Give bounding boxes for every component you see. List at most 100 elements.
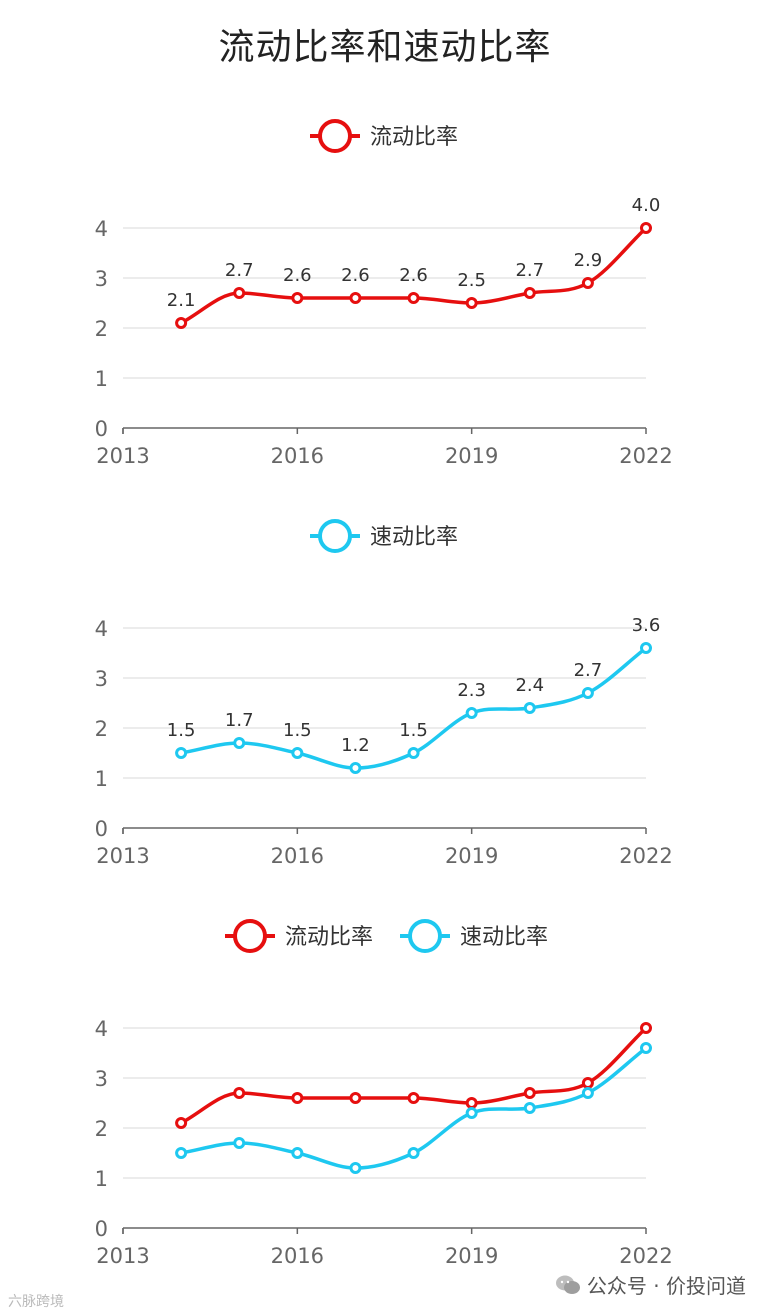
data-point[interactable]	[465, 297, 478, 309]
data-label: 2.7	[574, 660, 603, 681]
x-tick-label: 2016	[271, 1244, 324, 1268]
y-tick-label: 0	[95, 1217, 108, 1241]
data-point[interactable]	[175, 747, 188, 759]
data-point[interactable]	[523, 287, 536, 299]
y-tick-label: 3	[95, 1067, 108, 1091]
data-point[interactable]	[349, 762, 362, 774]
data-label: 1.2	[341, 735, 370, 756]
legend-item-1[interactable]: 速动比率	[400, 919, 548, 953]
data-point[interactable]	[581, 1087, 594, 1099]
y-tick-label: 1	[95, 767, 108, 791]
data-point[interactable]	[640, 642, 652, 654]
data-point[interactable]	[523, 702, 536, 714]
data-point[interactable]	[349, 1092, 362, 1104]
legend-label: 流动比率	[285, 925, 373, 950]
data-point[interactable]	[233, 737, 246, 749]
y-tick-label: 3	[95, 667, 108, 691]
chart-quick-ratio: 速动比率 0 1 2 3 4 2013 2016 2019 2022 1.5 1.7 1.5 1.2 1.5…	[95, 519, 673, 868]
data-point[interactable]	[581, 687, 594, 699]
data-point[interactable]	[407, 747, 420, 759]
data-point[interactable]	[175, 1117, 188, 1129]
y-tick-label: 3	[95, 267, 108, 291]
legend-label: 速动比率	[370, 525, 458, 550]
data-label: 2.6	[399, 265, 428, 286]
data-point[interactable]	[465, 1097, 478, 1109]
legend-marker	[233, 919, 267, 953]
y-tick-label: 2	[95, 717, 108, 741]
x-tick-label: 2019	[445, 444, 498, 468]
data-label: 2.6	[283, 265, 312, 286]
legend-marker	[318, 119, 352, 153]
data-label: 1.5	[167, 720, 196, 741]
x-tick-label: 2016	[271, 444, 324, 468]
y-tick-label: 0	[95, 817, 108, 841]
watermark-text: 公众号 · 价投问道	[586, 1274, 746, 1298]
data-point[interactable]	[581, 1077, 594, 1089]
y-tick-label: 4	[95, 217, 108, 241]
data-point[interactable]	[175, 1147, 188, 1159]
data-label: 2.9	[574, 250, 603, 271]
x-tick-label: 2013	[96, 844, 149, 868]
legend-marker	[408, 919, 442, 953]
data-point[interactable]	[581, 277, 594, 289]
data-label: 2.7	[515, 260, 544, 281]
data-point[interactable]	[523, 1102, 536, 1114]
data-point[interactable]	[465, 1107, 478, 1119]
legend-label: 速动比率	[460, 925, 548, 950]
data-point[interactable]	[349, 1162, 362, 1174]
x-tick-label: 2013	[96, 444, 149, 468]
x-tick-label: 2022	[619, 1244, 672, 1268]
data-label: 2.4	[515, 675, 544, 696]
series-line-0	[180, 1026, 648, 1125]
data-point[interactable]	[640, 222, 652, 234]
data-label: 2.7	[225, 260, 254, 281]
y-tick-label: 1	[95, 367, 108, 391]
wechat-icon	[555, 1275, 580, 1294]
y-tick-label: 2	[95, 1117, 108, 1141]
chart-current-ratio: 流动比率 0 1 2 3 4 2013 2016 2019 2022 2.1 2.7 2.6 2.6 2.6…	[95, 119, 673, 468]
y-tick-label: 4	[95, 1017, 108, 1041]
x-tick-label: 2013	[96, 1244, 149, 1268]
legend-item-0[interactable]: 流动比率	[310, 119, 458, 153]
data-label: 1.7	[225, 710, 254, 731]
data-point[interactable]	[465, 707, 478, 719]
data-point[interactable]	[233, 1137, 246, 1149]
data-label: 1.5	[283, 720, 312, 741]
legend-item-0[interactable]: 速动比率	[310, 519, 458, 553]
data-point[interactable]	[407, 1147, 420, 1159]
data-point[interactable]	[233, 287, 246, 299]
data-point[interactable]	[233, 1087, 246, 1099]
data-point[interactable]	[640, 1022, 652, 1034]
data-point[interactable]	[407, 1092, 420, 1104]
watermark-left: 六脉跨境	[8, 1294, 64, 1310]
watermark: 公众号 · 价投问道	[555, 1270, 746, 1299]
legend-label: 流动比率	[370, 125, 458, 150]
data-label: 2.5	[457, 270, 486, 291]
y-tick-label: 4	[95, 617, 108, 641]
data-label: 2.3	[457, 680, 486, 701]
x-tick-label: 2022	[619, 844, 672, 868]
data-point[interactable]	[349, 292, 362, 304]
data-point[interactable]	[407, 292, 420, 304]
x-tick-label: 2019	[445, 1244, 498, 1268]
data-point[interactable]	[175, 317, 188, 329]
data-label: 2.6	[341, 265, 370, 286]
data-label: 2.1	[167, 290, 196, 311]
data-label: 3.6	[632, 615, 661, 636]
data-point[interactable]	[291, 747, 304, 759]
data-label: 4.0	[632, 195, 661, 216]
legend-marker	[318, 519, 352, 553]
page-title: 流动比率和速动比率	[218, 27, 552, 68]
x-tick-label: 2022	[619, 444, 672, 468]
y-tick-label: 0	[95, 417, 108, 441]
y-tick-label: 2	[95, 317, 108, 341]
data-point[interactable]	[291, 1147, 304, 1159]
data-point[interactable]	[291, 292, 304, 304]
data-label: 1.5	[399, 720, 428, 741]
data-point[interactable]	[291, 1092, 304, 1104]
data-point[interactable]	[640, 1042, 652, 1054]
data-point[interactable]	[523, 1087, 536, 1099]
legend-item-0[interactable]: 流动比率	[225, 919, 373, 953]
x-tick-label: 2016	[271, 844, 324, 868]
chart-combined: 流动比率 速动比率 0 1 2 3 4 2013 2016 2019 2022	[95, 919, 673, 1268]
